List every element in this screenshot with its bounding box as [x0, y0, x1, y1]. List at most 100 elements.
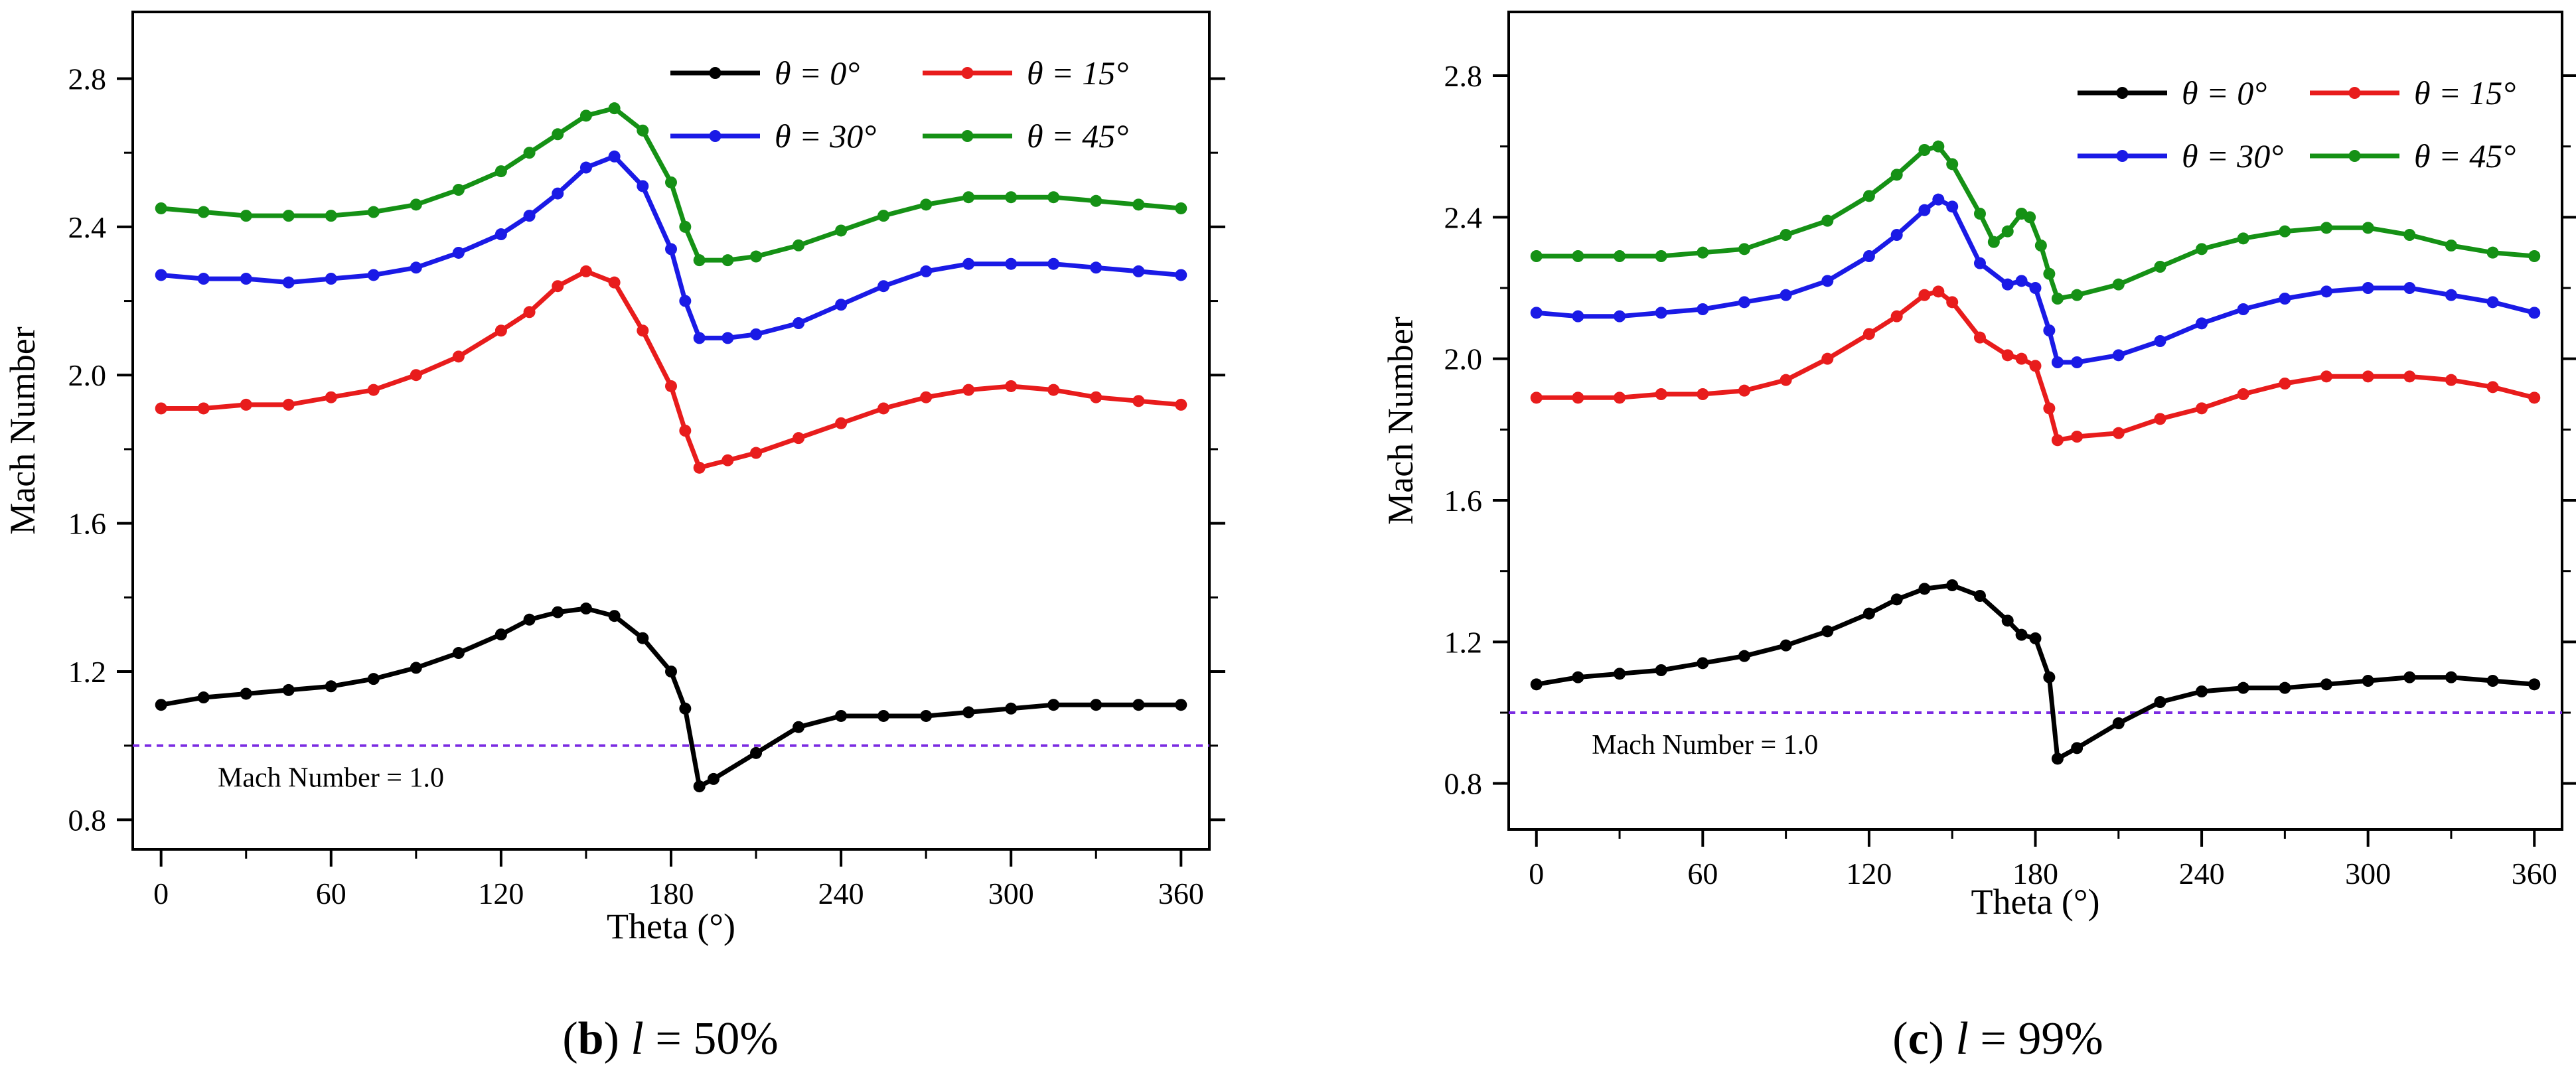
y-tick-label: 1.6 [68, 507, 107, 541]
data-point [2043, 324, 2056, 336]
data-point [2001, 278, 2014, 291]
data-point [579, 109, 592, 122]
data-point [410, 662, 422, 674]
data-point [1862, 328, 1875, 340]
data-point [1530, 392, 1543, 404]
chart-panel-b: 0 60 120 180 240 300 360 0.8 1.2 1.6 2.0 2.4 2.8 Thet… [3, 11, 1225, 946]
caption-b-label: b [578, 1013, 604, 1064]
data-point [2320, 678, 2333, 691]
data-point [2403, 370, 2416, 383]
data-point [2528, 250, 2541, 262]
data-point [2015, 352, 2028, 365]
y-tick-label: 1.2 [68, 655, 107, 689]
data-point [1697, 388, 1709, 400]
data-point [1530, 678, 1543, 691]
data-point [679, 702, 692, 715]
data-point [2196, 685, 2208, 697]
data-point [552, 187, 564, 200]
data-point [2279, 293, 2291, 305]
y-tick-label: 2.8 [68, 62, 107, 96]
data-point [2112, 278, 2125, 291]
data-point [793, 721, 805, 733]
data-point [325, 391, 337, 403]
data-point [877, 402, 890, 415]
data-point [637, 124, 649, 137]
data-point [2237, 388, 2249, 400]
series-2 [1530, 193, 2541, 368]
data-point [1780, 374, 1792, 386]
data-point [523, 147, 536, 159]
data-point [1780, 639, 1792, 652]
data-point [579, 265, 592, 277]
data-point [2528, 307, 2541, 319]
data-point [367, 206, 380, 218]
data-point [240, 273, 252, 285]
data-point [1572, 310, 1584, 322]
data-point [835, 224, 848, 237]
data-point [2279, 681, 2291, 694]
data-point [1862, 250, 1875, 262]
series-1 [155, 265, 1187, 474]
data-point [2051, 293, 2064, 305]
data-point [1821, 214, 1834, 227]
data-point [1697, 246, 1709, 259]
data-point [1005, 702, 1018, 715]
data-point [693, 332, 706, 344]
x-tick-label: 240 [818, 877, 864, 910]
data-point [523, 306, 536, 319]
data-point [1655, 664, 1667, 676]
series-0 [155, 603, 1187, 793]
data-point [155, 202, 167, 214]
data-point [552, 280, 564, 293]
y-tick-label: 1.2 [1444, 625, 1483, 659]
legend-swatch-marker [709, 67, 721, 79]
data-point [452, 350, 465, 363]
data-point [1918, 583, 1931, 595]
data-point [665, 380, 677, 392]
data-point [523, 210, 536, 222]
data-point [835, 709, 848, 722]
data-point [2403, 229, 2416, 241]
data-point [410, 198, 422, 211]
data-point [2071, 431, 2084, 443]
data-point [2403, 282, 2416, 294]
data-point [793, 317, 805, 330]
data-point [282, 683, 295, 696]
data-point [1946, 158, 1959, 171]
data-point [1175, 398, 1187, 411]
data-point [2024, 211, 2036, 224]
data-point [2279, 225, 2291, 238]
data-point [2362, 370, 2374, 383]
data-point [2320, 222, 2333, 234]
reference-line-label: Mach Number = 1.0 [218, 763, 444, 794]
data-point [721, 332, 734, 344]
data-point [2029, 282, 2042, 294]
data-point [1047, 257, 1060, 270]
legend: θ = 0° θ = 15° θ = 30° θ = 45° [2078, 74, 2516, 175]
data-point [1005, 257, 1018, 270]
data-point [2486, 296, 2499, 309]
data-point [1862, 607, 1875, 620]
y-axis-title: Mach Number [3, 326, 42, 534]
data-point [1738, 650, 1750, 662]
data-point [155, 269, 167, 281]
data-point [2071, 289, 2084, 301]
data-point [2445, 671, 2457, 683]
data-point [2029, 360, 2042, 372]
data-point [608, 276, 621, 289]
data-point [920, 709, 933, 722]
data-point [579, 603, 592, 615]
data-point [1090, 699, 1102, 711]
data-point [367, 269, 380, 281]
data-point [2051, 356, 2064, 368]
data-point [2154, 413, 2166, 425]
data-point [452, 647, 465, 660]
data-point [1890, 229, 1903, 241]
data-point [2362, 222, 2374, 234]
data-point [665, 665, 677, 678]
data-point [1005, 380, 1018, 392]
x-tick-label: 0 [153, 877, 169, 910]
legend-entry: θ = 15° [1027, 54, 1128, 92]
x-tick-label: 240 [2179, 857, 2225, 891]
data-point [2486, 675, 2499, 687]
